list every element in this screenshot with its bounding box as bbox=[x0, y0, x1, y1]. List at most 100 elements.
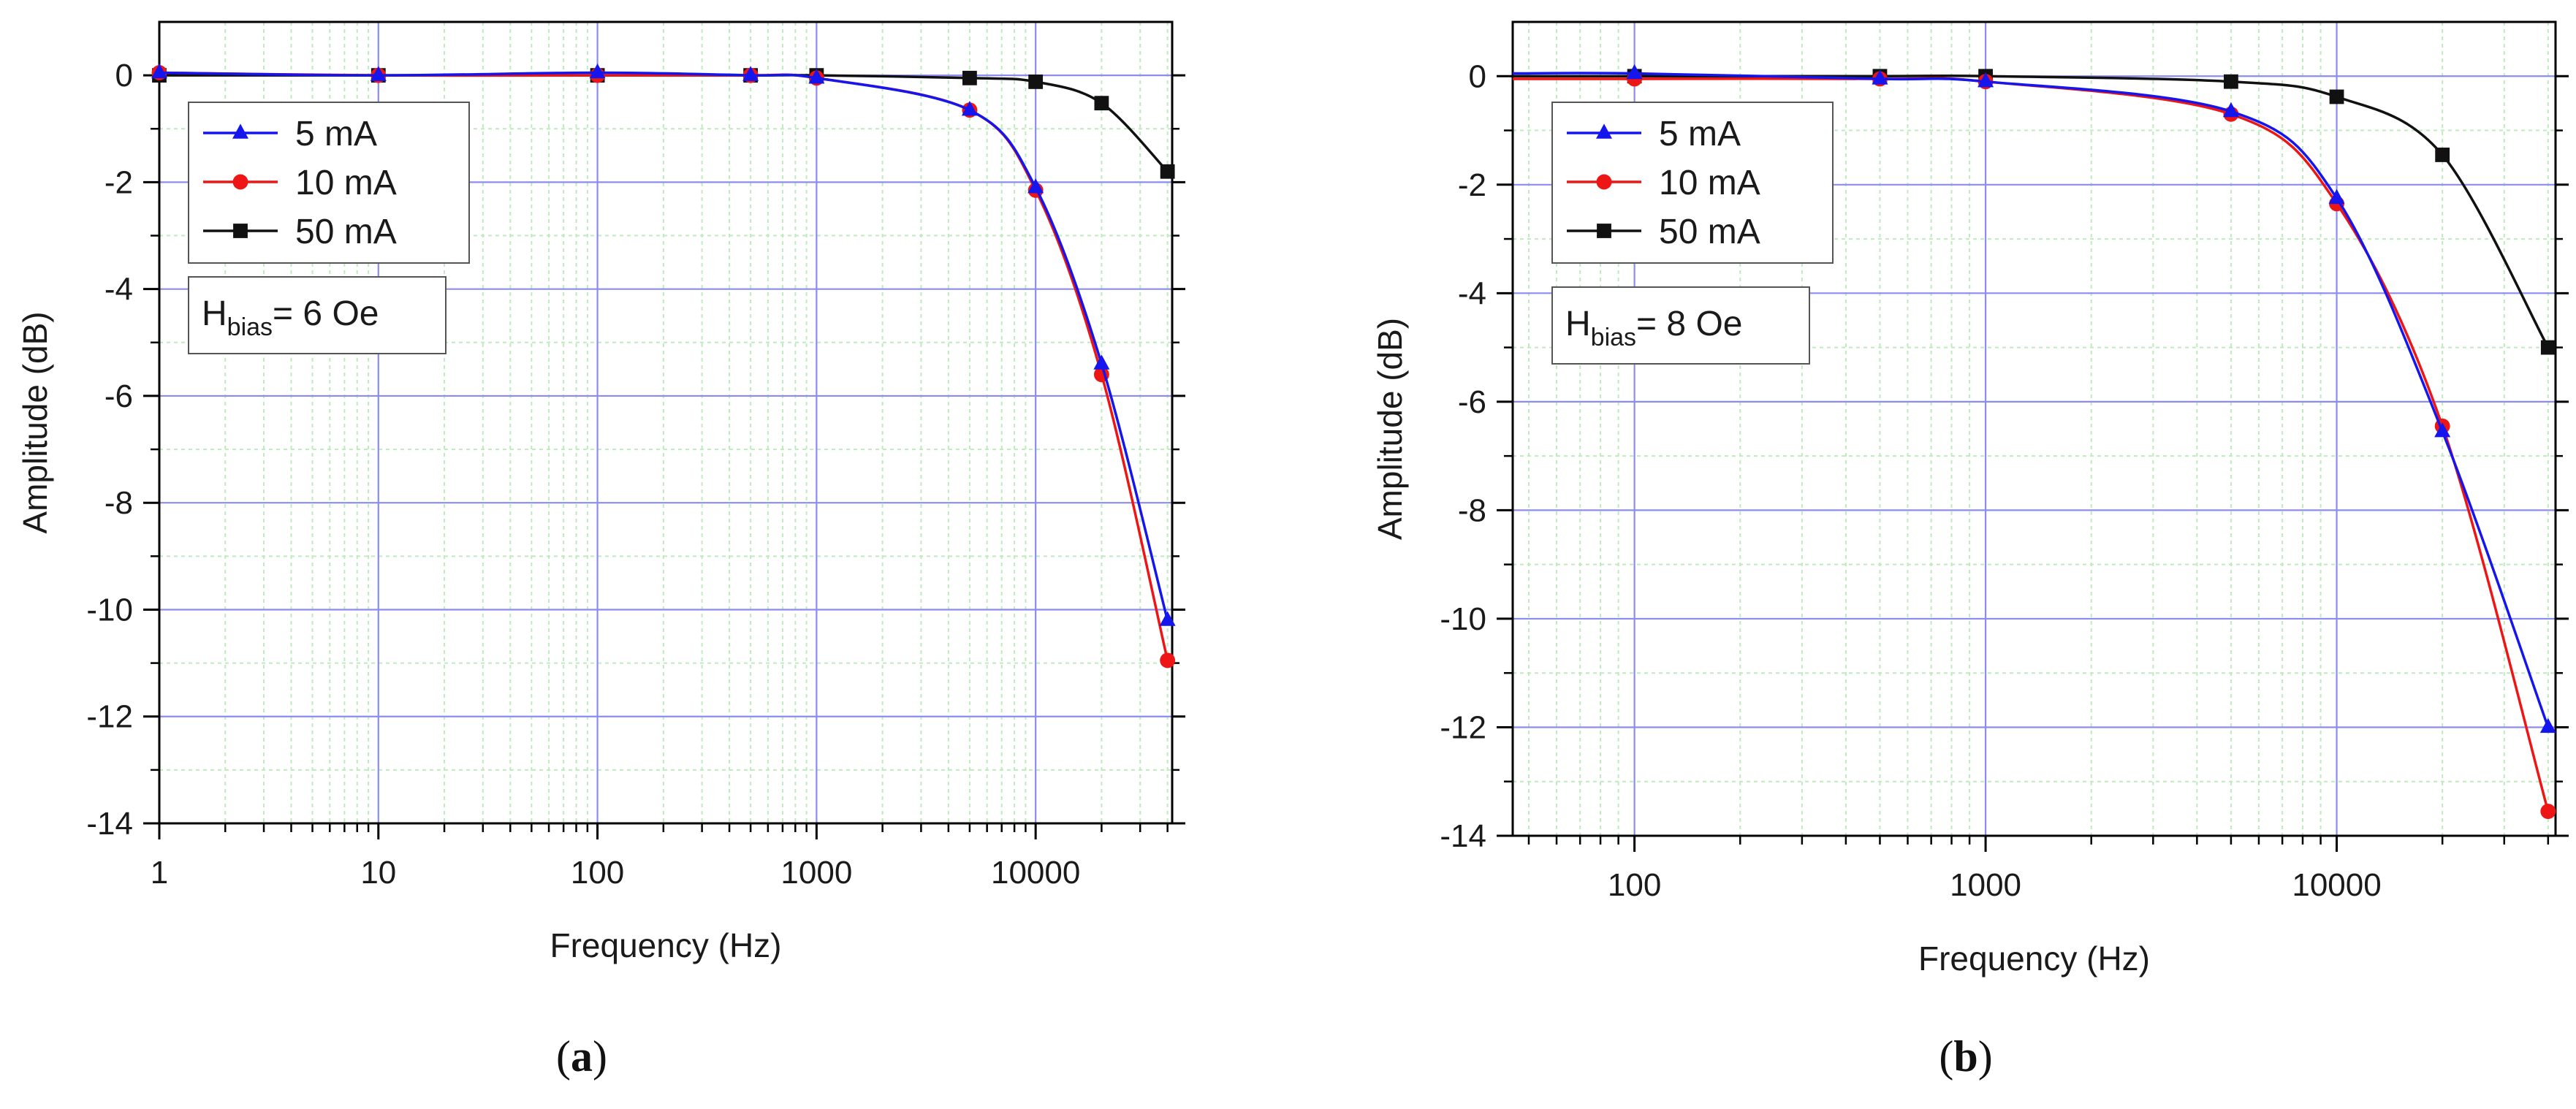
x-tick-label: 10000 bbox=[991, 855, 1080, 891]
panel-paren-open: ( bbox=[556, 1032, 571, 1081]
annotation-text: Hbias= 6 Oe bbox=[202, 294, 379, 341]
legend: 5 mA 10 mA 50 mA bbox=[1551, 102, 1834, 264]
y-tick-label: 0 bbox=[1469, 58, 1486, 94]
y-tick-label: -12 bbox=[86, 699, 133, 735]
annotation-rest: = 6 Oe bbox=[273, 294, 379, 333]
panel-label: (b) bbox=[1939, 1032, 1992, 1081]
data-point bbox=[1028, 75, 1044, 89]
plot-frame bbox=[1511, 20, 2557, 837]
axis-ticks bbox=[143, 74, 1185, 839]
annotation-box bbox=[188, 276, 447, 354]
legend-item: 10 mA bbox=[203, 164, 397, 202]
panel-paren-open: ( bbox=[1939, 1032, 1953, 1081]
data-point bbox=[151, 63, 167, 79]
legend-marker bbox=[233, 224, 248, 238]
data-point bbox=[1160, 164, 1175, 179]
legend-item: 50 mA bbox=[1567, 213, 1760, 251]
panel-label: (a) bbox=[556, 1032, 607, 1081]
legend-label: 10 mA bbox=[295, 164, 397, 202]
data-point bbox=[1160, 652, 1176, 668]
grid bbox=[158, 22, 1172, 823]
x-tick-label: 1000 bbox=[780, 855, 852, 891]
bias-annotation: Hbias= 8 Oe bbox=[1551, 286, 1810, 365]
legend-marker bbox=[232, 174, 248, 190]
legend-marker bbox=[1596, 123, 1612, 139]
series-50-ma bbox=[1513, 69, 2556, 355]
legend-item: 50 mA bbox=[203, 213, 397, 251]
data-point bbox=[2224, 74, 2238, 89]
legend-label: 5 mA bbox=[1659, 115, 1741, 153]
series-5-ma bbox=[151, 63, 1176, 626]
legend-marker bbox=[1597, 224, 1611, 238]
series-5-ma bbox=[1512, 64, 2556, 733]
panel-paren-close: ) bbox=[593, 1032, 607, 1081]
y-tick-label: -2 bbox=[105, 164, 133, 200]
data-point bbox=[1977, 72, 1994, 88]
data-point bbox=[1093, 354, 1110, 370]
data-point bbox=[1159, 611, 1176, 626]
data-point bbox=[2540, 804, 2556, 820]
legend-label: 50 mA bbox=[295, 213, 397, 251]
x-axis-title: Frequency (Hz) bbox=[1918, 940, 2150, 977]
annotation-box bbox=[1551, 286, 1810, 365]
data-point bbox=[2329, 89, 2344, 104]
annotation-sub: bias bbox=[1591, 324, 1636, 351]
legend-label: 5 mA bbox=[295, 115, 377, 153]
legend-marker bbox=[1596, 174, 1612, 190]
y-tick-label: -10 bbox=[86, 592, 133, 628]
legend-item: 10 mA bbox=[1567, 164, 1760, 202]
x-tick-label: 10000 bbox=[2292, 867, 2381, 903]
chart-panel-a: 1 10 100 1000 10000 0 -2 -4 -6 -8 -10 -12 -14 Frequen… bbox=[16, 20, 1185, 1081]
annotation-rest: = 8 Oe bbox=[1636, 305, 1742, 343]
annotation-sub: bias bbox=[227, 313, 273, 341]
y-tick-label: -10 bbox=[1440, 601, 1486, 637]
axis-ticks bbox=[1497, 75, 2569, 852]
panel-paren-close: ) bbox=[1978, 1032, 1993, 1081]
y-tick-label: -12 bbox=[1440, 709, 1486, 745]
data-point bbox=[2328, 188, 2345, 205]
y-tick-label: -8 bbox=[1458, 492, 1486, 528]
data-point bbox=[742, 66, 759, 81]
y-tick-label: -2 bbox=[1458, 167, 1486, 203]
y-axis-title: Amplitude (dB) bbox=[1371, 318, 1409, 540]
data-point bbox=[1094, 96, 1109, 111]
annotation-main: H bbox=[1565, 305, 1591, 343]
data-point bbox=[2222, 102, 2239, 118]
y-tick-label: -6 bbox=[105, 378, 133, 414]
legend-label: 50 mA bbox=[1659, 213, 1760, 251]
y-tick-label: -6 bbox=[1458, 384, 1486, 420]
legend-label: 10 mA bbox=[1659, 164, 1760, 202]
y-tick-label: -8 bbox=[105, 485, 133, 521]
bias-annotation: Hbias= 6 Oe bbox=[188, 276, 447, 354]
panel-letter: b bbox=[1953, 1032, 1977, 1081]
legend-item: 5 mA bbox=[203, 115, 377, 153]
x-tick-label: 10 bbox=[360, 855, 396, 891]
data-point bbox=[2539, 717, 2556, 733]
y-axis-title: Amplitude (dB) bbox=[16, 311, 54, 533]
y-tick-label: -14 bbox=[86, 806, 133, 842]
data-point bbox=[589, 63, 606, 79]
legend-item: 5 mA bbox=[1567, 115, 1741, 153]
data-point bbox=[370, 66, 387, 81]
data-point bbox=[1872, 69, 1888, 85]
x-tick-label: 1 bbox=[151, 855, 168, 891]
x-axis-title: Frequency (Hz) bbox=[550, 926, 782, 964]
plot-frame bbox=[158, 20, 1174, 825]
y-tick-label: -4 bbox=[105, 272, 133, 308]
data-point bbox=[2434, 422, 2451, 438]
data-point bbox=[2435, 148, 2450, 162]
y-tick-label: -14 bbox=[1440, 818, 1486, 854]
legend-marker bbox=[232, 123, 248, 139]
x-tick-label: 100 bbox=[1608, 867, 1661, 903]
x-tick-label: 100 bbox=[571, 855, 624, 891]
legend: 5 mA 10 mA 50 mA bbox=[188, 102, 470, 264]
data-point bbox=[2540, 340, 2556, 355]
data-point bbox=[961, 101, 978, 116]
data-point bbox=[962, 70, 977, 85]
chart-panel-b: 100 1000 10000 0 -2 -4 -6 -8 -10 -12 -14 Frequency … bbox=[1371, 20, 2569, 1081]
data-point bbox=[1626, 64, 1643, 80]
annotation-main: H bbox=[202, 294, 227, 333]
annotation-text: Hbias= 8 Oe bbox=[1565, 305, 1742, 351]
